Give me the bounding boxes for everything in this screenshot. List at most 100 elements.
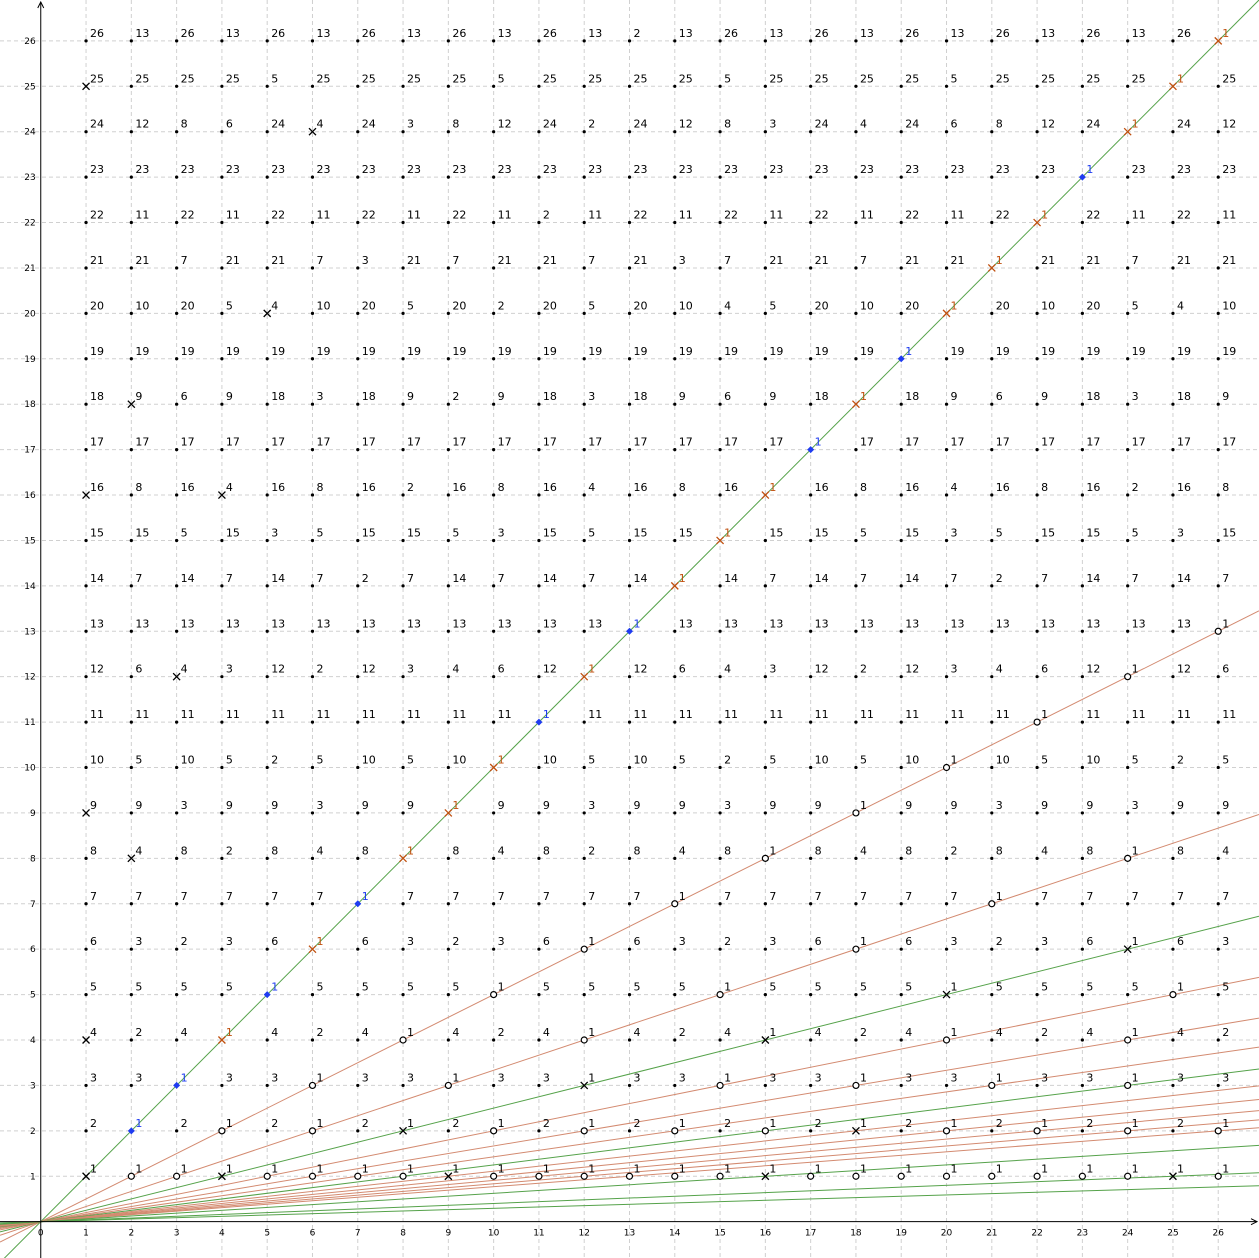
point-label: 7 [181,890,188,903]
circle-marker [263,1172,271,1180]
point-label: 7 [452,890,459,903]
x-tick-label: 4 [219,1229,225,1239]
lattice-point [854,493,858,497]
point-label: 20 [1086,299,1100,312]
point-label: 6 [543,935,550,948]
point-label: 9 [1041,799,1048,812]
point-label: 22 [905,209,919,222]
point-label: 7 [588,254,595,267]
point-label: 10 [135,299,149,312]
point-label: 1 [1132,844,1139,857]
point-label: 2 [181,1117,188,1130]
point-label: 1 [1086,163,1093,176]
x-tick-label: 24 [1122,1229,1134,1239]
y-tick-label: 10 [24,764,36,774]
point-label: 24 [90,118,104,131]
point-label: 10 [452,754,466,767]
lattice-point [809,39,813,43]
lattice-point [763,130,767,134]
lattice-point [129,629,133,633]
point-label: 4 [860,844,867,857]
lattice-point [84,992,88,997]
lattice-point [310,448,315,452]
lattice-point [175,538,179,543]
point-label: 15 [90,526,104,539]
point-label: 16 [181,481,195,494]
lattice-point [175,902,179,906]
point-label: 2 [724,754,731,767]
point-label: 4 [679,844,686,857]
point-label: 1 [679,1117,686,1130]
point-label: 13 [1041,27,1055,40]
lattice-point [220,1083,224,1088]
lattice-point [1171,538,1175,543]
lattice-point [129,84,133,88]
lattice-point [899,675,903,679]
lattice-point [673,357,677,361]
lattice-point [265,720,269,724]
lattice-point [1035,584,1039,588]
lattice-point [356,675,360,679]
lattice-point [809,130,813,134]
lattice-point [899,765,903,770]
lattice-point [990,947,994,951]
point-label: 1 [1132,1071,1139,1084]
lattice-point [673,311,677,315]
point-label: 5 [1222,981,1229,994]
point-label: 7 [316,890,323,903]
circle-marker [1033,718,1041,726]
lattice-point [763,1083,767,1088]
point-label: 3 [1041,1071,1048,1084]
point-label: 21 [815,254,829,267]
point-label: 13 [588,617,602,630]
lattice-point [763,992,767,997]
point-label: 7 [271,890,278,903]
point-label: 11 [407,209,421,222]
point-label: 17 [1041,436,1055,449]
cross-marker [127,400,136,409]
lattice-point [944,675,949,679]
point-label: 9 [1041,390,1048,403]
lattice-point [446,493,450,497]
point-label: 7 [1132,890,1139,903]
point-label: 26 [181,27,195,40]
point-label: 19 [1222,345,1236,358]
y-tick-label: 12 [24,673,35,683]
lattice-point [265,448,269,452]
point-label: 1 [498,754,505,767]
diamond-marker [1078,173,1086,181]
lattice-point [356,493,360,497]
point-label: 13 [362,617,376,630]
point-label: 11 [1132,209,1146,222]
lattice-point [627,720,632,724]
cross-marker [82,491,91,499]
lattice-point [1080,947,1084,951]
lattice-point [84,357,88,361]
point-label: 19 [634,345,648,358]
lattice-point [265,175,269,179]
point-label: 17 [498,436,512,449]
point-label: 8 [1086,844,1093,857]
point-label: 12 [90,663,104,676]
lattice-point [129,992,133,997]
point-label: 1 [316,1071,323,1084]
lattice-point [1216,947,1220,951]
point-label: 19 [135,345,149,358]
lattice-point [446,720,450,724]
circle-marker [1033,1172,1041,1180]
point-label: 10 [996,754,1010,767]
point-label: 9 [1086,799,1093,812]
point-label: 3 [226,663,233,676]
lattice-point [401,992,405,997]
lattice-point [1171,947,1175,951]
point-label: 13 [498,617,512,630]
point-label: 5 [860,754,867,767]
circle-marker [490,990,498,999]
point-label: 8 [1041,481,1048,494]
circle-marker [1169,990,1177,999]
lattice-point [854,675,858,679]
x-tick-label: 26 [1213,1229,1225,1239]
point-label: 22 [815,209,829,222]
ray-line [0,1068,1259,1228]
lattice-point [265,584,269,588]
